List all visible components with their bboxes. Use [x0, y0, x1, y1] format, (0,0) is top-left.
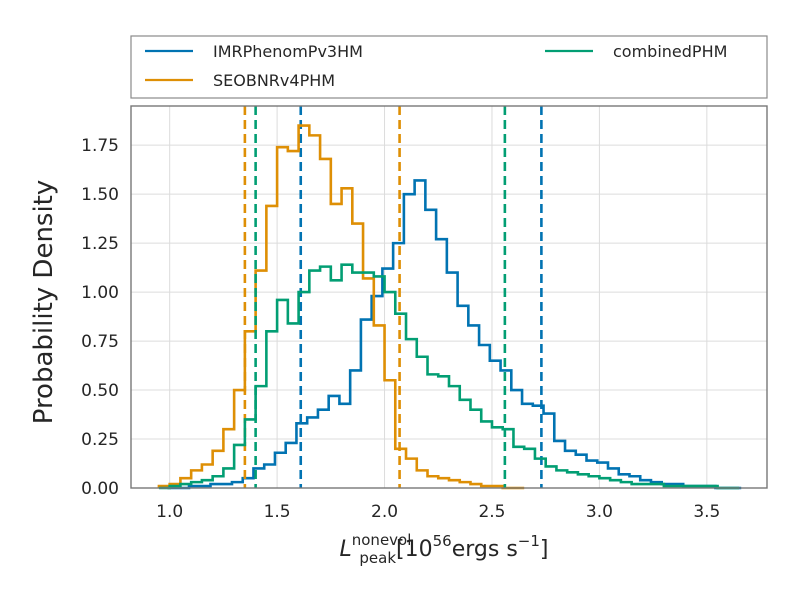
histogram-step-line — [158, 263, 740, 490]
y-tick-label: 0.00 — [81, 479, 119, 499]
legend-item: combinedPHM — [545, 42, 727, 61]
grid — [131, 106, 767, 489]
legend: IMRPhenomPv3HM SEOBNRv4PHM combinedPHM — [130, 35, 768, 99]
legend-item: IMRPhenomPv3HM — [145, 42, 363, 61]
y-tick-label: 1.75 — [81, 136, 119, 156]
plot-frame — [130, 105, 768, 489]
y-tick-label: 0.25 — [81, 430, 119, 450]
legend-label: IMRPhenomPv3HM — [213, 42, 363, 61]
y-tick-label: 0.75 — [81, 332, 119, 352]
y-tick-label: 1.50 — [81, 185, 119, 205]
series-SEOBNRv4PHM — [157, 106, 525, 490]
legend-item: SEOBNRv4PHM — [145, 71, 335, 90]
y-tick-label: 1.25 — [81, 234, 119, 254]
series-combinedPHM — [158, 106, 740, 490]
x-tick-label: 3.0 — [586, 502, 613, 522]
y-tick-label: 1.00 — [81, 283, 119, 303]
x-tick-label: 2.5 — [478, 502, 505, 522]
y-axis-label: Probability Density — [29, 180, 59, 425]
tick-labels: 1.0 1.5 2.0 2.5 3.0 3.5 0.00 0.25 0.50 0.75 1.00 1.… — [81, 136, 720, 522]
legend-label: combinedPHM — [613, 42, 727, 61]
series-layer — [157, 106, 742, 490]
x-tick-label: 2.0 — [371, 502, 398, 522]
x-tick-label: 1.0 — [156, 502, 183, 522]
legend-label: SEOBNRv4PHM — [213, 71, 335, 90]
series-IMRPhenomPv3HM — [167, 106, 742, 490]
y-tick-label: 0.50 — [81, 381, 119, 401]
histogram-step-line — [167, 179, 742, 490]
legend-frame — [130, 35, 768, 99]
histogram-step-line — [157, 124, 525, 490]
x-axis-label: Lnonevol peak[1056ergs s−1] — [339, 531, 548, 567]
x-tick-label: 3.5 — [693, 502, 720, 522]
x-tick-label: 1.5 — [264, 502, 291, 522]
